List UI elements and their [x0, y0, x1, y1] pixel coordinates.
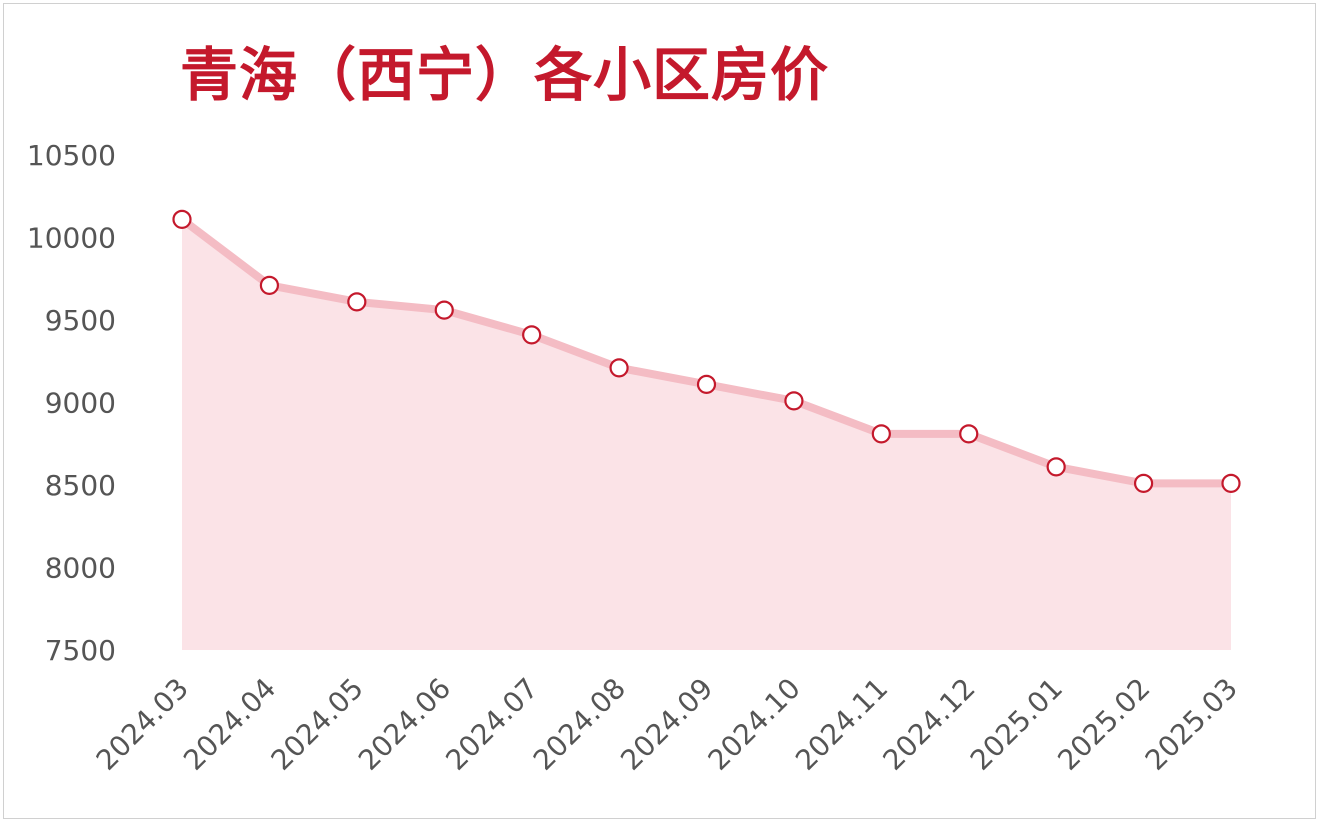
x-tick-label: 2024.04	[177, 672, 282, 777]
x-tick-label: 2024.09	[614, 672, 719, 777]
data-point	[522, 325, 542, 345]
data-point	[259, 275, 280, 295]
x-tick-label: 2024.05	[265, 672, 370, 777]
plot-area	[172, 209, 1241, 650]
x-tick-label: 2024.07	[439, 672, 544, 777]
data-point	[696, 374, 717, 394]
y-tick-label: 9000	[45, 387, 116, 420]
x-tick-label: 2024.12	[876, 672, 981, 777]
y-tick-label: 7500	[45, 634, 116, 667]
y-tick-label: 8000	[45, 552, 116, 585]
data-point	[1221, 473, 1241, 493]
y-tick-label: 8500	[45, 469, 116, 502]
x-tick-label: 2025.01	[964, 672, 1069, 777]
series-area	[182, 219, 1231, 650]
data-point	[784, 391, 804, 411]
y-axis: 10500 10000 9500 9000 8500 8000 7500	[27, 139, 116, 667]
data-point	[1133, 473, 1154, 493]
data-point	[172, 209, 192, 229]
x-tick-label: 2025.02	[1051, 672, 1156, 777]
y-tick-label: 10000	[27, 222, 116, 255]
x-tick-label: 2024.06	[352, 672, 457, 777]
x-tick-label: 2024.11	[789, 672, 894, 777]
data-point	[1046, 457, 1066, 477]
x-axis: 2024.032024.042024.052024.062024.072024.…	[90, 672, 1244, 777]
x-tick-label: 2024.03	[90, 672, 195, 777]
data-point	[871, 424, 891, 444]
data-point	[609, 358, 629, 378]
x-tick-label: 2025.03	[1139, 672, 1244, 777]
chart-title: 青海（西宁）各小区房价	[180, 41, 830, 109]
y-tick-label: 10500	[27, 139, 116, 172]
data-point	[434, 300, 454, 320]
x-tick-label: 2024.08	[527, 672, 632, 777]
y-tick-label: 9500	[45, 304, 116, 337]
x-tick-label: 2024.10	[702, 672, 807, 777]
data-point	[959, 424, 979, 444]
data-point	[347, 292, 367, 312]
